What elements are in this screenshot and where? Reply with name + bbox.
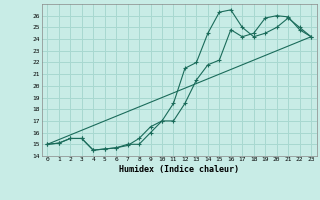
X-axis label: Humidex (Indice chaleur): Humidex (Indice chaleur): [119, 165, 239, 174]
